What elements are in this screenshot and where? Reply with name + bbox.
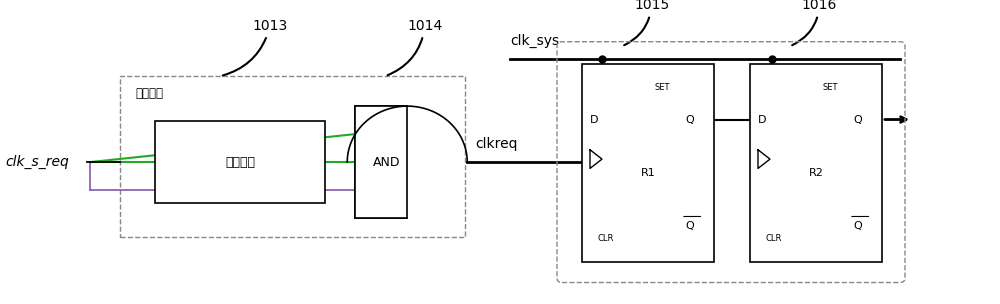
Text: Q: Q (854, 221, 863, 231)
Text: 1015: 1015 (624, 0, 669, 45)
Text: D: D (758, 115, 767, 125)
FancyBboxPatch shape (582, 64, 714, 262)
Text: AND: AND (373, 156, 400, 169)
Text: clk_s_req: clk_s_req (5, 155, 69, 169)
Text: D: D (590, 115, 598, 125)
Text: CLR: CLR (598, 234, 614, 243)
Text: SET: SET (823, 83, 838, 92)
FancyBboxPatch shape (750, 64, 882, 262)
Text: Q: Q (854, 115, 863, 125)
Text: R1: R1 (641, 168, 655, 178)
Text: 1014: 1014 (388, 19, 443, 75)
Text: 1016: 1016 (792, 0, 837, 45)
Text: SET: SET (655, 83, 670, 92)
Text: R2: R2 (809, 168, 823, 178)
Text: 延迍单元: 延迍单元 (225, 156, 255, 169)
Text: clk_sys: clk_sys (510, 34, 559, 48)
FancyBboxPatch shape (155, 121, 325, 203)
Text: Q: Q (686, 221, 695, 231)
Text: clkreq: clkreq (475, 137, 518, 151)
Text: 延迟电路: 延迟电路 (135, 88, 163, 100)
Text: Q: Q (686, 115, 695, 125)
FancyBboxPatch shape (355, 106, 407, 218)
Text: 1013: 1013 (223, 19, 288, 75)
Text: CLR: CLR (766, 234, 782, 243)
